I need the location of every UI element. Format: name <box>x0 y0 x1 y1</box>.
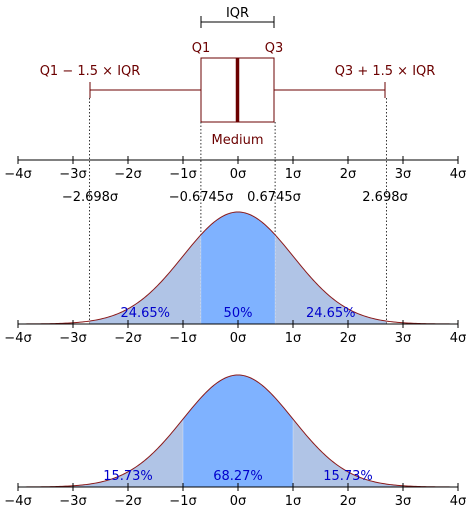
tick-label: 3σ <box>395 331 412 346</box>
sigma-value-labels: −2.698σ −0.6745σ 0.6745σ 2.698σ <box>62 190 408 205</box>
upper-whisker-label: Q3 + 1.5 × IQR <box>335 64 436 79</box>
tick-label: 1σ <box>285 167 302 182</box>
tick-label: −4σ <box>4 494 31 509</box>
tick-label: 3σ <box>395 167 412 182</box>
median-label: Medium <box>212 133 264 148</box>
tick-label: −2σ <box>114 167 141 182</box>
tick-label: −4σ <box>4 167 31 182</box>
axis-density-iqr: −4σ −3σ −2σ −1σ 0σ 1σ 2σ 3σ 4σ <box>4 320 466 346</box>
tick-label: 2σ <box>340 331 357 346</box>
density-region <box>89 234 201 324</box>
tick-label: −3σ <box>59 331 86 346</box>
iqr-label: IQR <box>226 6 249 21</box>
density-curve <box>18 374 458 488</box>
region-percent-label: 50% <box>224 306 253 321</box>
q1-label: Q1 <box>192 41 211 56</box>
tick-label: 0σ <box>230 167 247 182</box>
tick-label: −1σ <box>169 331 196 346</box>
density-curve <box>18 211 458 325</box>
sigma-value-q3: 0.6745σ <box>247 190 301 205</box>
tick-label: −4σ <box>4 331 31 346</box>
tick-label: 3σ <box>395 494 412 509</box>
density-panel-sigma: 15.73% 68.27% 15.73% <box>18 374 458 488</box>
tick-label: 1σ <box>285 494 302 509</box>
density-region <box>275 234 387 324</box>
tick-label: −3σ <box>59 494 86 509</box>
region-percent-label: 15.73% <box>323 469 373 484</box>
density-region <box>200 212 276 324</box>
tick-label: −1σ <box>169 167 196 182</box>
density-panel-iqr: 24.65% 50% 24.65% <box>18 211 458 325</box>
sigma-value-q1: −0.6745σ <box>169 190 234 205</box>
density-region <box>293 419 403 487</box>
tick-label: 2σ <box>340 167 357 182</box>
region-percent-label: 15.73% <box>103 469 153 484</box>
axis-density-sigma: −4σ −3σ −2σ −1σ 0σ 1σ 2σ 3σ 4σ <box>4 483 466 509</box>
region-percent-label: 24.65% <box>306 306 356 321</box>
sigma-value-lower-whisker: −2.698σ <box>62 190 118 205</box>
tick-label: 2σ <box>340 494 357 509</box>
lower-whisker-label: Q1 − 1.5 × IQR <box>40 64 141 79</box>
boxplot-panel: IQR Q1 Q3 Q1 − 1.5 × IQR Q3 + 1.5 × IQR … <box>40 6 436 148</box>
tick-label: −3σ <box>59 167 86 182</box>
density-region <box>183 375 293 487</box>
tick-label: 0σ <box>230 494 247 509</box>
tick-label: −2σ <box>114 331 141 346</box>
tick-label: 4σ <box>450 167 467 182</box>
density-region <box>73 419 183 487</box>
tick-label: −2σ <box>114 494 141 509</box>
region-percent-label: 24.65% <box>120 306 170 321</box>
tick-label: −1σ <box>169 494 196 509</box>
q3-label: Q3 <box>265 41 284 56</box>
tick-label: 4σ <box>450 494 467 509</box>
axis-boxplot: −4σ −3σ −2σ −1σ 0σ 1σ 2σ 3σ 4σ <box>4 156 466 182</box>
tick-label: 1σ <box>285 331 302 346</box>
tick-label: 0σ <box>230 331 247 346</box>
sigma-value-upper-whisker: 2.698σ <box>362 190 407 205</box>
region-percent-label: 68.27% <box>213 469 263 484</box>
tick-label: 4σ <box>450 331 467 346</box>
